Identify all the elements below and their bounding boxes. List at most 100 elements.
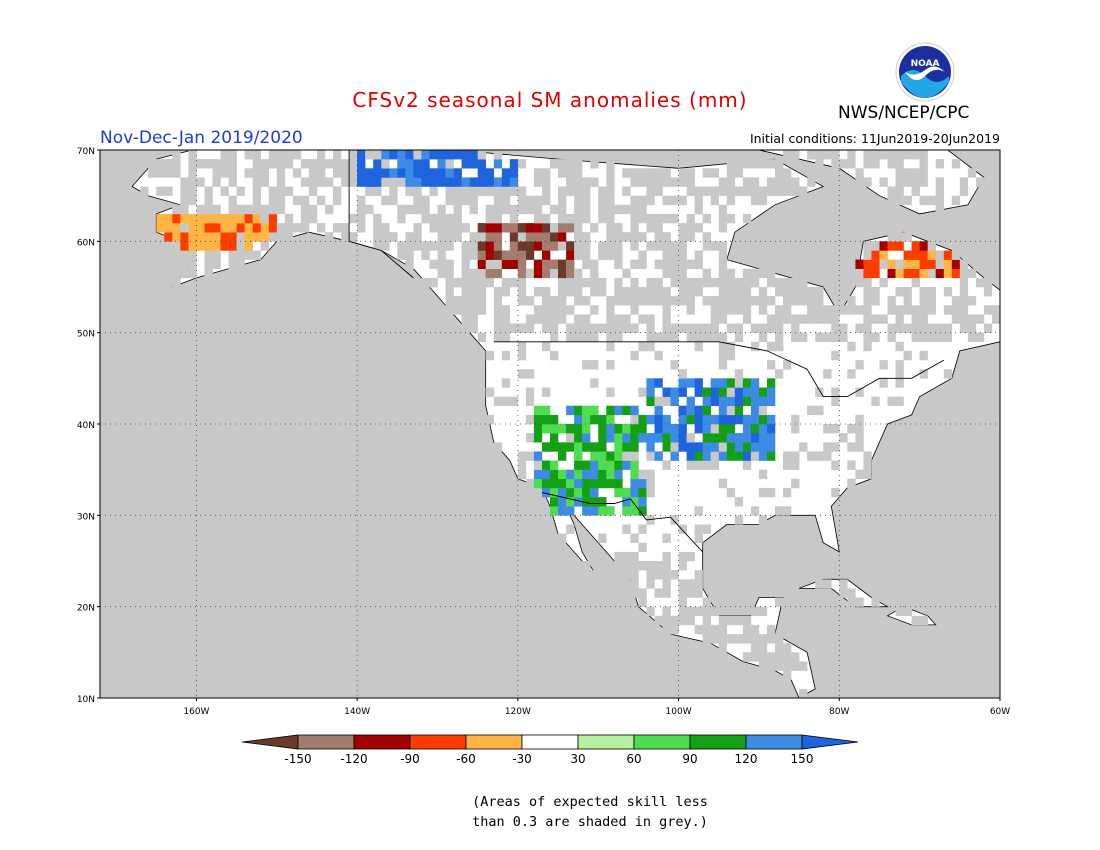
anomaly-cell	[501, 350, 511, 361]
anomaly-cell	[445, 168, 454, 178]
anomaly-cell	[341, 232, 350, 242]
anomaly-cell	[750, 159, 760, 169]
anomaly-cell	[212, 223, 221, 233]
anomaly-cell	[509, 223, 519, 233]
anomaly-cell	[702, 332, 711, 343]
anomaly-cell	[646, 195, 655, 206]
anomaly-cell	[775, 506, 784, 516]
anomaly-cell	[694, 250, 703, 260]
anomaly-cell	[742, 451, 752, 461]
anomaly-cell	[646, 515, 655, 525]
anomaly-cell	[630, 433, 639, 443]
anomaly-cell	[228, 204, 237, 215]
anomaly-cell	[268, 195, 278, 206]
anomaly-cell	[638, 561, 647, 571]
anomaly-cell	[951, 314, 961, 324]
anomaly-cell	[517, 277, 527, 288]
anomaly-cell	[718, 305, 728, 315]
anomaly-cell	[919, 268, 928, 279]
anomaly-cell	[734, 296, 744, 306]
anomaly-cell	[485, 414, 494, 425]
anomaly-cell	[268, 159, 278, 169]
anomaly-cell	[871, 396, 880, 406]
anomaly-cell	[550, 159, 559, 169]
anomaly-cell	[694, 323, 703, 333]
anomaly-cell	[750, 433, 760, 443]
anomaly-cell	[654, 615, 663, 626]
anomaly-cell	[622, 551, 631, 562]
anomaly-cell	[292, 195, 302, 206]
anomaly-cell	[445, 150, 454, 160]
anomaly-cell	[453, 168, 462, 178]
anomaly-cell	[662, 168, 671, 178]
anomaly-cell	[935, 159, 944, 169]
anomaly-cell	[670, 360, 679, 370]
anomaly-cell	[397, 150, 406, 160]
anomaly-cell	[614, 259, 623, 269]
anomaly-cell	[469, 150, 478, 160]
anomaly-cell	[694, 332, 703, 343]
anomaly-cell	[927, 332, 936, 343]
anomaly-cell	[188, 195, 197, 206]
anomaly-cell	[783, 451, 792, 461]
anomaly-cell	[574, 323, 583, 333]
anomaly-cell	[413, 241, 422, 251]
anomaly-cell	[959, 287, 969, 297]
anomaly-cell	[276, 195, 286, 206]
anomaly-cell	[614, 460, 623, 470]
lat-tick-label: 60N	[77, 238, 95, 248]
lat-tick-label: 30N	[77, 512, 95, 522]
anomaly-cell	[718, 277, 728, 288]
anomaly-cell	[718, 350, 728, 361]
anomaly-cell	[742, 177, 752, 187]
anomaly-cell	[566, 168, 575, 178]
anomaly-cell	[678, 177, 687, 187]
anomaly-cell	[951, 250, 961, 260]
anomaly-cell	[694, 579, 703, 589]
anomaly-cell	[630, 223, 639, 233]
legend-label: 90	[682, 752, 697, 766]
anomaly-cell	[646, 414, 655, 425]
anomaly-cell	[493, 296, 503, 306]
anomaly-cell	[839, 323, 848, 333]
anomaly-cell	[863, 341, 872, 352]
lon-tick-label: 80W	[829, 707, 849, 717]
anomaly-cell	[646, 168, 655, 178]
noaa-logo-icon: NOAA	[895, 42, 955, 102]
anomaly-cell	[887, 241, 896, 251]
anomaly-cell	[606, 186, 615, 196]
anomaly-cell	[718, 424, 728, 434]
anomaly-cell	[927, 259, 936, 269]
anomaly-cell	[501, 332, 511, 343]
anomaly-cell	[477, 159, 486, 169]
anomaly-cell	[622, 424, 631, 434]
anomaly-cell	[646, 579, 655, 589]
anomaly-cell	[525, 223, 535, 233]
anomaly-cell	[373, 241, 382, 251]
anomaly-cell	[911, 168, 920, 178]
anomaly-cell	[919, 159, 928, 169]
anomaly-cell	[863, 469, 872, 480]
anomaly-cell	[734, 323, 744, 333]
anomaly-cell	[662, 433, 671, 443]
anomaly-cell	[501, 305, 511, 315]
anomaly-cell	[750, 634, 760, 644]
anomaly-cell	[847, 296, 856, 306]
anomaly-cell	[638, 414, 647, 425]
anomaly-cell	[750, 387, 760, 397]
legend-label: -90	[400, 752, 420, 766]
anomaly-cell	[895, 305, 904, 315]
anomaly-cell	[268, 213, 278, 224]
anomaly-cell	[895, 378, 904, 388]
anomaly-cell	[887, 296, 896, 306]
anomaly-cell	[477, 250, 486, 260]
anomaly-cell	[662, 232, 671, 242]
anomaly-cell	[590, 405, 599, 416]
anomaly-cell	[935, 332, 944, 343]
anomaly-cell	[726, 305, 736, 315]
anomaly-cell	[461, 150, 470, 160]
anomaly-cell	[646, 341, 655, 352]
anomaly-cell	[590, 332, 599, 343]
anomaly-cell	[357, 150, 366, 160]
anomaly-cell	[791, 332, 800, 343]
